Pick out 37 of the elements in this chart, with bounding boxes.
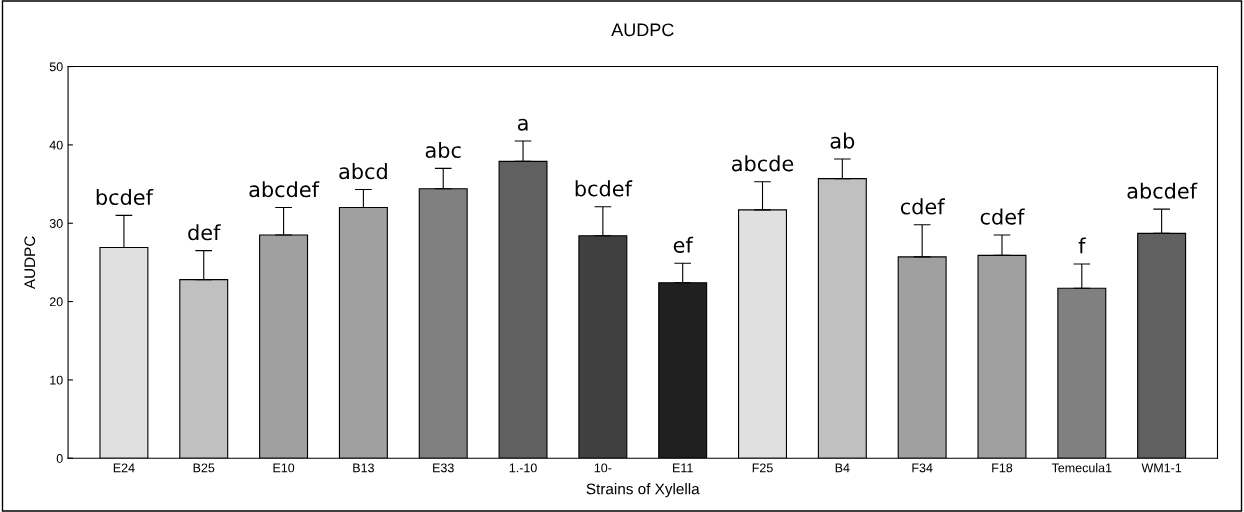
x-tick-label: E11 — [673, 463, 693, 473]
x-tick-label: E33 — [433, 463, 454, 473]
y-axis-title: AUDPC — [24, 236, 36, 290]
x-axis-title: Strains of Xylella — [586, 483, 700, 498]
data-label: abcdef — [249, 181, 320, 198]
data-label: abcde — [732, 155, 794, 172]
y-tick-label: 50 — [49, 62, 63, 72]
data-label: ab — [830, 132, 855, 149]
data-label: abcd — [339, 163, 387, 180]
y-tick-label: 20 — [49, 297, 63, 307]
data-label: abc — [425, 141, 461, 159]
x-tick-label: B4 — [835, 463, 850, 473]
y-tick-label: 10 — [50, 375, 63, 385]
y-tick-label: 0 — [56, 454, 63, 463]
x-tick-label: 10- — [594, 463, 612, 473]
data-label: f — [1078, 237, 1086, 254]
x-tick-label: B25 — [193, 463, 215, 473]
x-tick-label: E10 — [273, 463, 295, 473]
chart-title: AUDPC — [611, 23, 674, 37]
y-tick-label: 30 — [49, 219, 63, 228]
x-tick-label: B13 — [353, 463, 374, 473]
data-label: def — [188, 224, 221, 241]
data-label: bcdef — [96, 188, 154, 206]
x-tick-label: WM1-1 — [1141, 463, 1182, 473]
data-label: bcdef — [575, 180, 633, 197]
x-tick-label: E24 — [113, 463, 135, 473]
data-label: cdef — [900, 198, 945, 215]
x-tick-label: F25 — [752, 463, 773, 473]
data-label: ef — [673, 236, 694, 253]
data-label: abcdef — [1127, 182, 1198, 199]
data-label: a — [517, 118, 528, 131]
data-label: cdef — [980, 208, 1025, 225]
x-tick-label: 1.-10 — [509, 463, 537, 473]
x-tick-label: Temecula1 — [1051, 463, 1112, 473]
x-tick-label: F34 — [912, 463, 933, 473]
y-tick-label: 40 — [49, 140, 63, 150]
x-tick-label: F18 — [992, 463, 1013, 473]
